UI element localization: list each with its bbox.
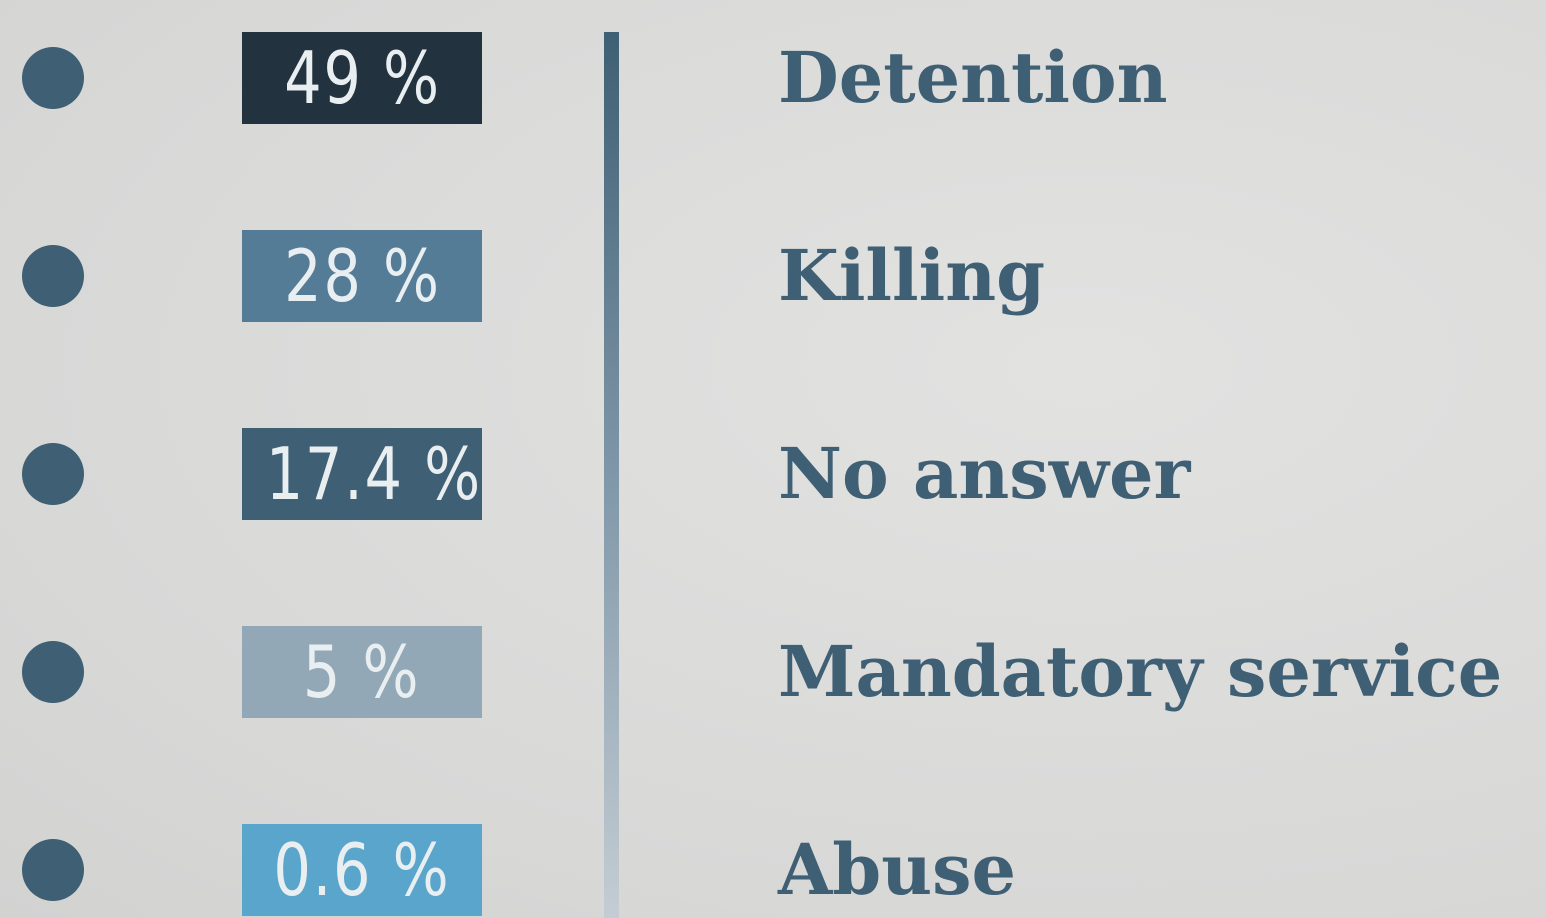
percent-box: 5 %	[242, 626, 482, 718]
percent-text: 5 %	[303, 630, 421, 714]
category-label: Killing	[778, 234, 1046, 317]
percent-text: 49 %	[283, 36, 441, 120]
category-label: No answer	[778, 432, 1191, 515]
category-label: Mandatory service	[778, 630, 1503, 713]
percent-box: 0.6 %	[242, 824, 482, 916]
percent-text: 17.4 %	[265, 432, 482, 516]
percent-text: 0.6 %	[273, 828, 451, 912]
bullet	[22, 245, 84, 307]
bullet	[22, 443, 84, 505]
percent-box: 49 %	[242, 32, 482, 124]
bullet	[22, 641, 84, 703]
category-label: Detention	[778, 36, 1168, 119]
category-label: Abuse	[778, 828, 1017, 911]
bullet	[22, 47, 84, 109]
percent-box: 28 %	[242, 230, 482, 322]
bullet	[22, 839, 84, 901]
percent-text: 28 %	[283, 234, 441, 318]
divider	[604, 32, 619, 918]
percent-box: 17.4 %	[242, 428, 482, 520]
